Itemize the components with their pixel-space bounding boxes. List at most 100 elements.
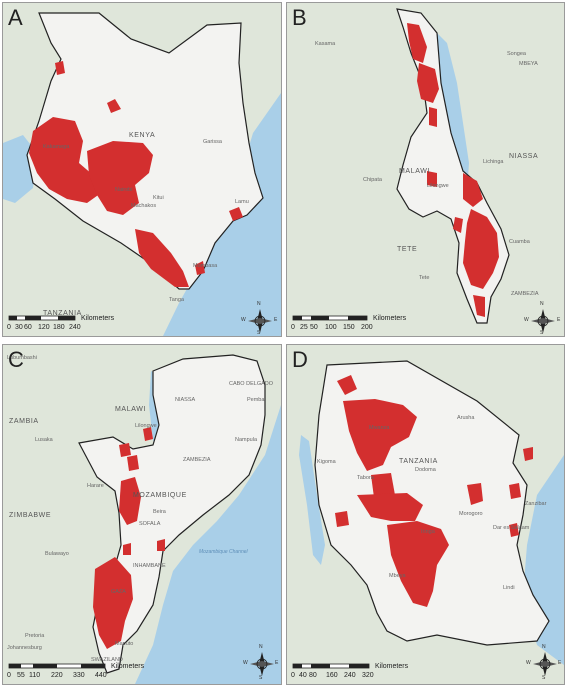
- label-nampula: Nampula: [235, 437, 258, 443]
- map-mozambique: ZAMBIA MALAWI ZIMBABWE MOZAMBIQUE Lubumb…: [3, 345, 281, 684]
- scale-bar-b: 0 25 50 100 150 200 Kilometers: [291, 315, 491, 336]
- compass-n: N: [257, 301, 261, 307]
- compass-w: W: [243, 660, 248, 666]
- compass-s: S: [540, 330, 544, 336]
- scale-a-tick-1: 30: [15, 324, 23, 331]
- label-tanga: Tanga: [169, 297, 185, 303]
- label-zambezia: ZAMBEZIA: [511, 291, 539, 297]
- label-cuamba: Cuamba: [509, 239, 531, 245]
- label-tabora: Tabora: [357, 475, 375, 481]
- scale-bar-d: 0 40 80 160 240 320 Kilometers: [291, 663, 491, 684]
- compass-e: E: [275, 660, 279, 666]
- label-niassa: NIASSA: [175, 397, 196, 403]
- label-mombasa: Mombasa: [193, 263, 218, 269]
- compass-s: S: [542, 675, 546, 681]
- scale-bar-a: 0 30 60 120 180 240 Kilometers: [7, 315, 207, 336]
- label-tanzania: TANZANIA: [399, 458, 438, 465]
- label-zanzibar: Zanzibar: [525, 501, 547, 507]
- label-kitui: Kitui: [153, 195, 164, 201]
- label-mozambique: MOZAMBIQUE: [133, 492, 187, 499]
- north-arrow-icon: [530, 308, 556, 334]
- label-gaza: GAZA: [111, 589, 126, 595]
- mozambique-channel: [135, 405, 281, 684]
- label-malawi: MALAWI: [399, 168, 430, 175]
- map-panel-a: KENYA TANZANIA Kakamega Nairobi Garissa …: [2, 2, 282, 337]
- label-tete-town: Tete: [419, 275, 429, 281]
- scale-b-tick-0: 0: [291, 324, 295, 331]
- label-beira: Beira: [153, 509, 167, 515]
- label-kasama: Kasama: [315, 41, 336, 47]
- scale-d-tick-0: 0: [291, 672, 295, 679]
- scale-b-unit: Kilometers: [373, 315, 407, 322]
- map-kenya: KENYA TANZANIA Kakamega Nairobi Garissa …: [3, 3, 281, 336]
- label-tete: TETE: [397, 246, 417, 253]
- label-lamu: Lamu: [235, 199, 249, 205]
- label-dar-es-salaam: Dar es Salaam: [493, 525, 530, 531]
- scale-a-tick-5: 240: [69, 324, 81, 331]
- scale-c-tick-4: 330: [73, 672, 85, 679]
- scale-d-tick-2: 80: [309, 672, 317, 679]
- scale-d-tick-1: 40: [299, 672, 307, 679]
- label-swaziland: SWAZILAND: [91, 657, 123, 663]
- scale-a-unit: Kilometers: [81, 315, 115, 322]
- scale-b-tick-2: 50: [310, 324, 318, 331]
- compass-n: N: [542, 644, 546, 650]
- scale-b-tick-3: 100: [325, 324, 337, 331]
- scale-c-tick-0: 0: [7, 672, 11, 679]
- scale-d-tick-5: 320: [362, 672, 374, 679]
- label-mbeya: MBEYA: [519, 61, 538, 67]
- highlight-areas: [407, 23, 499, 317]
- highlight-areas: [335, 375, 533, 607]
- scale-a-tick-3: 120: [38, 324, 50, 331]
- north-arrow-icon: [249, 651, 275, 677]
- scale-d-unit: Kilometers: [375, 663, 409, 670]
- label-lusaka: Lusaka: [35, 437, 54, 443]
- north-arrow-icon: [532, 651, 558, 677]
- compass-n: N: [259, 644, 263, 650]
- label-mozambique-channel: Mozambique Channel: [199, 549, 249, 555]
- compass-w: W: [241, 317, 246, 323]
- scale-b-tick-5: 200: [361, 324, 373, 331]
- map-panel-b: MALAWI NIASSA TETE Lilongwe Chipata Lich…: [286, 2, 565, 337]
- scale-b-tick-1: 25: [300, 324, 308, 331]
- scale-a-tick-2: 60: [24, 324, 32, 331]
- compass-w: W: [526, 660, 531, 666]
- label-iringa: Iringa: [421, 529, 436, 535]
- label-chipata: Chipata: [363, 177, 383, 183]
- scale-a-tick-0: 0: [7, 324, 11, 331]
- map-panel-d: TANZANIA Dodoma Dar es Salaam Mwanza Aru…: [286, 344, 565, 685]
- label-harare: Harare: [87, 483, 104, 489]
- scale-c-tick-3: 220: [51, 672, 63, 679]
- label-johannesburg: Johannesburg: [7, 645, 42, 651]
- label-dodoma: Dodoma: [415, 467, 437, 473]
- label-mbeya: Mbeya: [389, 573, 406, 579]
- label-lubumbashi: Lubumbashi: [7, 355, 37, 361]
- scale-b-tick-4: 150: [343, 324, 355, 331]
- label-morogoro: Morogoro: [459, 511, 483, 517]
- scale-c-tick-2: 110: [29, 672, 41, 679]
- label-lichinga: Lichinga: [483, 159, 504, 165]
- label-malawi: MALAWI: [115, 406, 146, 413]
- label-zambia: ZAMBIA: [9, 418, 39, 425]
- compass-s: S: [257, 330, 261, 336]
- label-machakos: Machakos: [131, 203, 156, 209]
- label-niassa: NIASSA: [509, 153, 538, 160]
- scale-d-tick-3: 160: [326, 672, 338, 679]
- scale-bar-c: 0 55 110 220 330 440 Kilometers: [7, 663, 207, 684]
- label-zimbabwe: ZIMBABWE: [9, 512, 51, 519]
- label-songea: Songea: [507, 51, 527, 57]
- compass-e: E: [558, 660, 562, 666]
- compass-e: E: [274, 317, 278, 323]
- label-lilongwe: Lilongwe: [427, 183, 449, 189]
- map-malawi: MALAWI NIASSA TETE Lilongwe Chipata Lich…: [287, 3, 564, 336]
- lake-malawi: [435, 33, 469, 199]
- map-panel-c: ZAMBIA MALAWI ZIMBABWE MOZAMBIQUE Lubumb…: [2, 344, 282, 685]
- scale-c-unit: Kilometers: [111, 663, 145, 670]
- label-sofala: SOFALA: [139, 521, 161, 527]
- label-nairobi: Nairobi: [115, 187, 132, 193]
- label-cabo-delgado: CABO DELGADO: [229, 381, 274, 387]
- scale-a-tick-4: 180: [53, 324, 65, 331]
- panel-letter-c: C: [8, 347, 24, 372]
- map-tanzania: TANZANIA Dodoma Dar es Salaam Mwanza Aru…: [287, 345, 564, 684]
- label-maputo: Maputo: [115, 641, 133, 647]
